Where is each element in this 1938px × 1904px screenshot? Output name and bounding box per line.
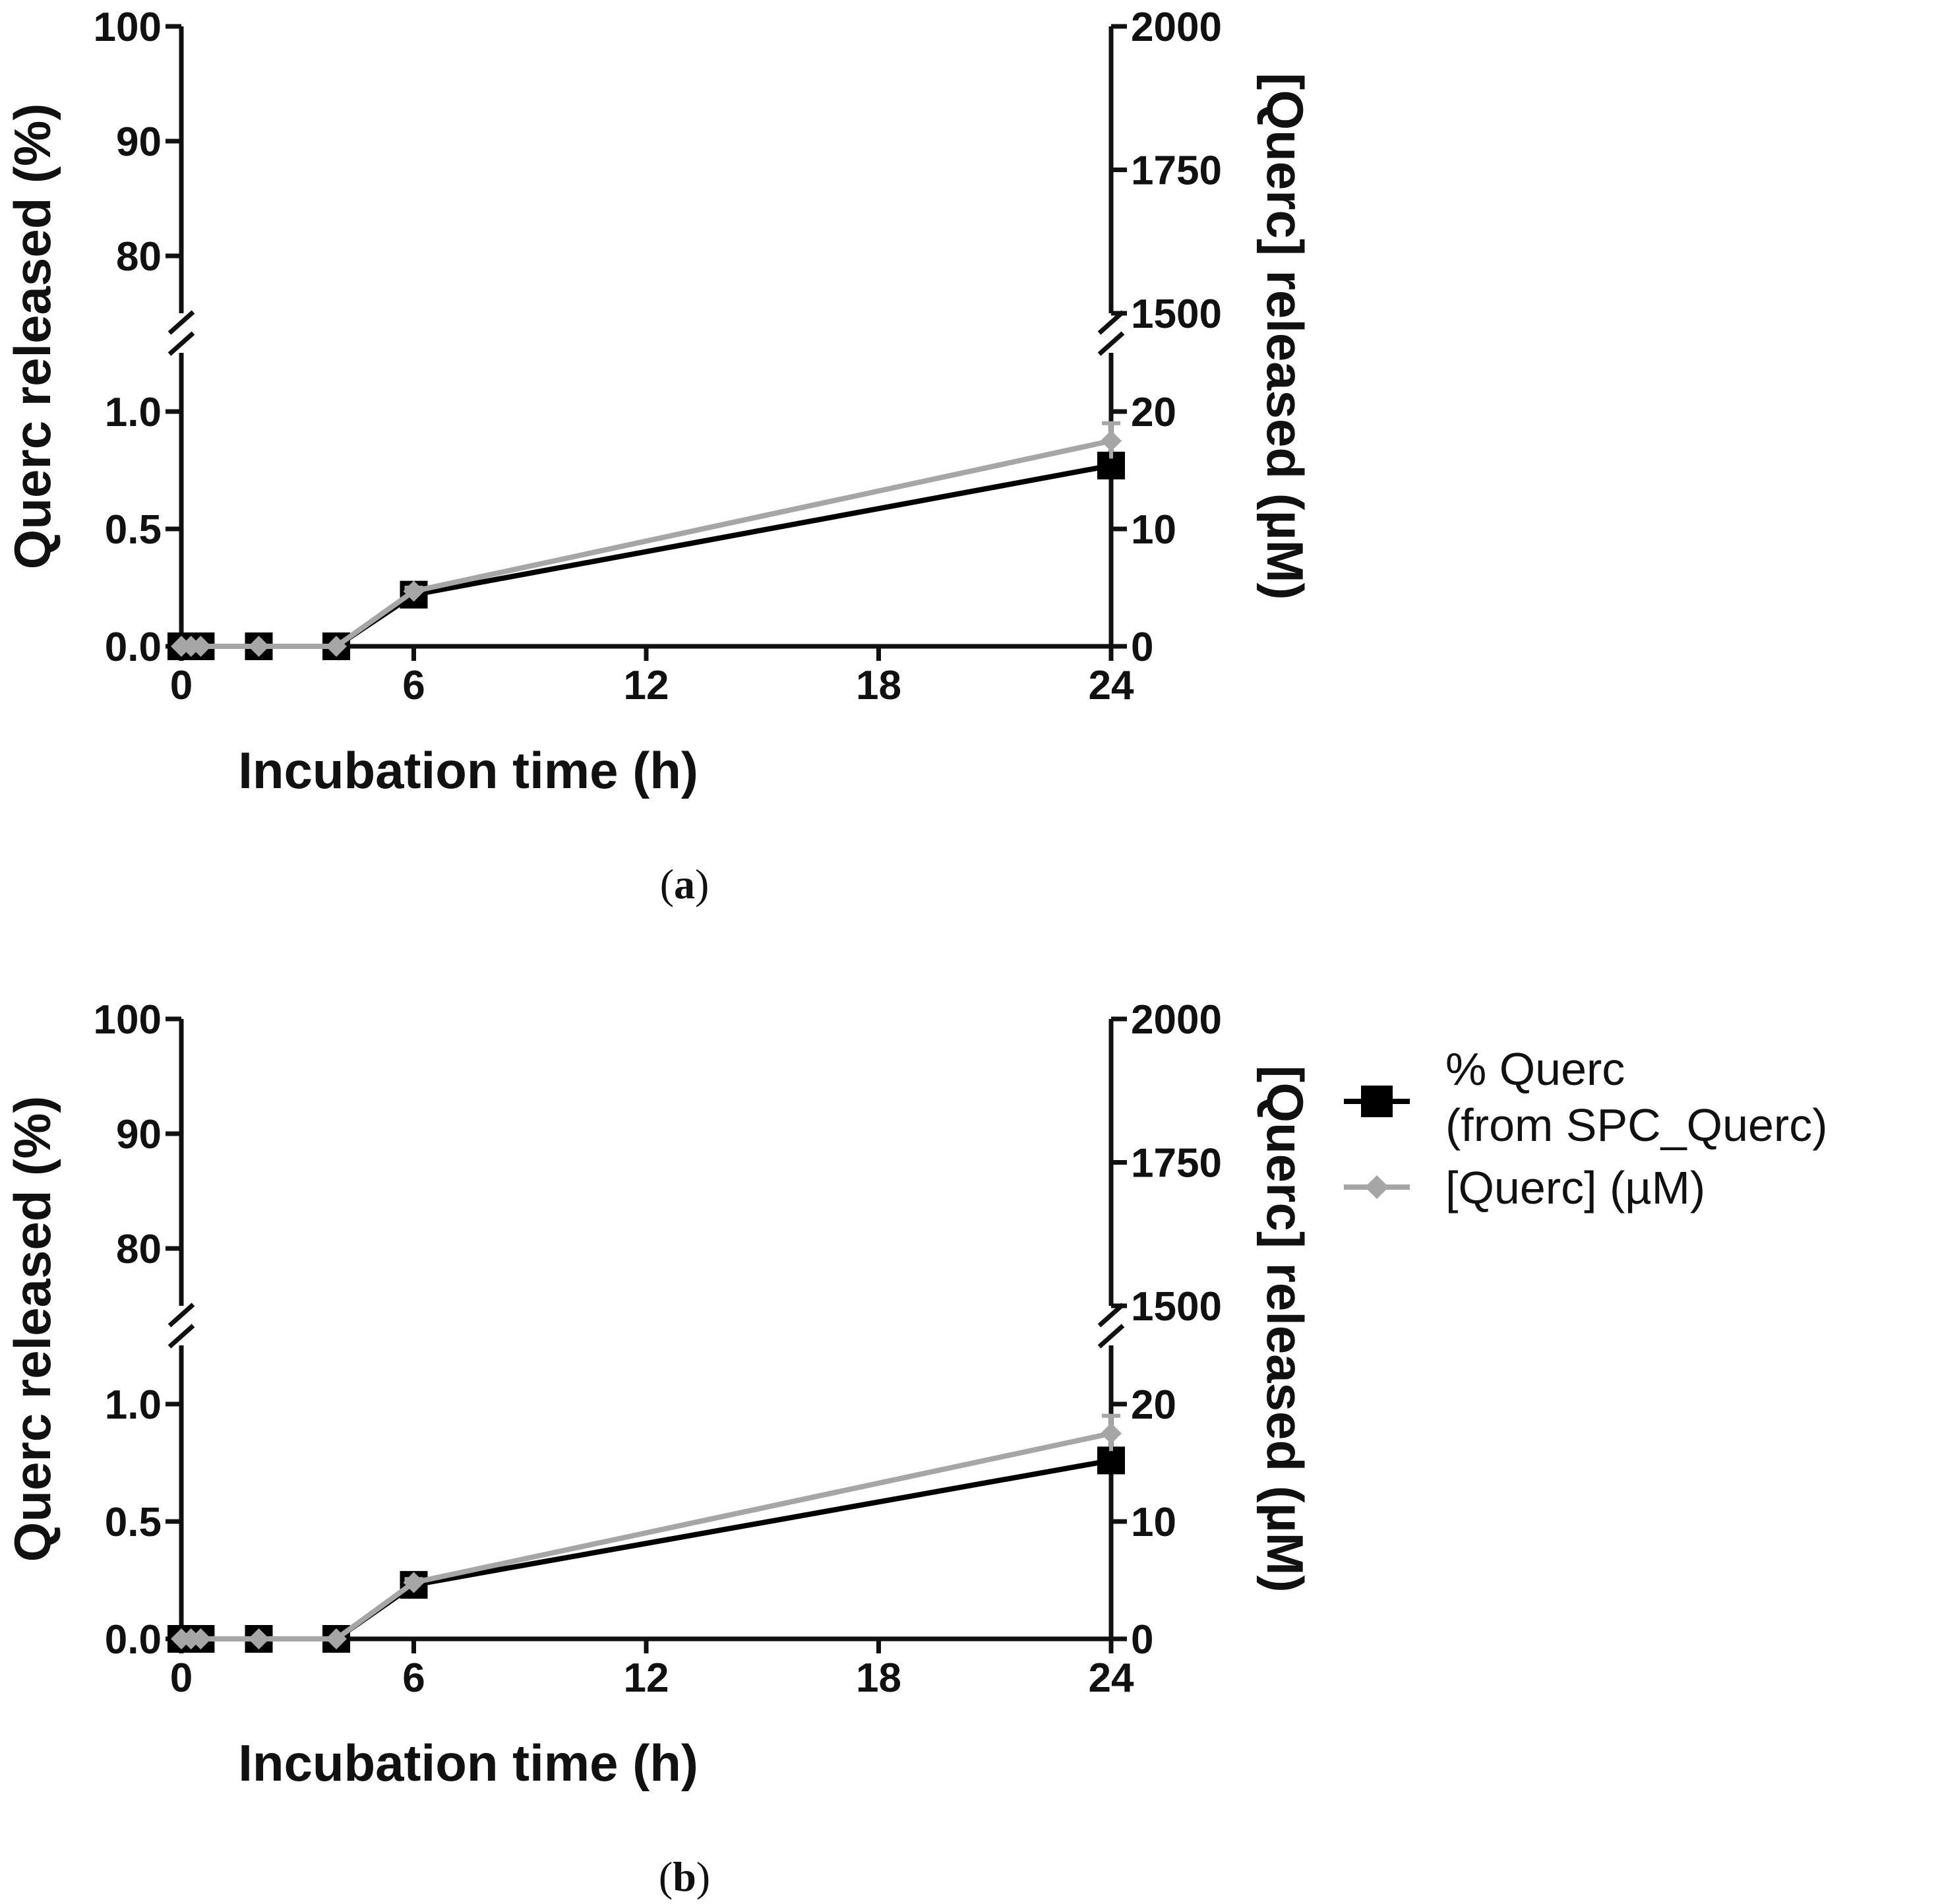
axis-break-left-top xyxy=(167,310,195,335)
y-left-tick-label: 90 xyxy=(116,119,162,165)
y-right-tick-label: 0 xyxy=(1131,1617,1153,1663)
legend-item-percent-querc: % Querc (from SPC_Querc) xyxy=(1344,1043,1828,1151)
y-right-tick-label: 2000 xyxy=(1131,5,1222,50)
y-left-tick-label: 80 xyxy=(116,234,162,280)
y-right-tick-label: 20 xyxy=(1131,1382,1176,1428)
y-right-tick-label: 20 xyxy=(1131,390,1176,435)
axis-break-left-bottom xyxy=(167,331,195,356)
y-right-tick-label: 10 xyxy=(1131,507,1176,553)
series-line-percent xyxy=(181,1458,1112,1642)
x-tick-label: 12 xyxy=(624,1655,669,1701)
data-point-conc xyxy=(326,636,347,657)
y-right-axis-title: [Querc] released (µM) xyxy=(1256,73,1314,599)
data-point-conc xyxy=(1101,430,1122,452)
data-point-percent xyxy=(1097,1446,1125,1475)
x-axis-title: Incubation time (h) xyxy=(238,741,698,799)
axis-break-right-bottom xyxy=(1097,1324,1125,1349)
chart-panel-a: 0.0 0.5 1.0 80 90 100 0 10 20 1500 1750 2000 0 6 12 18 2… xyxy=(3,5,1314,907)
x-tick-label: 24 xyxy=(1089,1655,1134,1701)
x-tick-label: 6 xyxy=(402,1655,425,1701)
legend-label-conc: [Querc] (µM) xyxy=(1445,1162,1705,1213)
y-left-tick-label: 0.5 xyxy=(105,1500,162,1545)
x-axis-title: Incubation time (h) xyxy=(238,1734,698,1792)
data-point-conc xyxy=(248,1628,270,1649)
legend-label-percent-line1: % Querc xyxy=(1445,1043,1625,1095)
x-tick-label: 24 xyxy=(1089,663,1134,708)
y-left-tick-label: 100 xyxy=(94,997,162,1043)
x-tick-label: 18 xyxy=(856,1655,901,1701)
data-point-conc xyxy=(326,1628,347,1649)
legend-label-percent-line2: (from SPC_Querc) xyxy=(1445,1099,1828,1151)
data-point-conc xyxy=(190,1628,212,1649)
x-tick-label: 6 xyxy=(402,663,425,708)
legend: % Querc (from SPC_Querc) [Querc] (µM) xyxy=(1344,1043,1828,1213)
chart-panel-b: 0.0 0.5 1.0 80 90 100 0 10 20 1500 1750 2000 0 6 12 18 2… xyxy=(3,997,1314,1900)
data-point-conc xyxy=(248,636,270,657)
panel-caption: (b) xyxy=(659,1853,710,1900)
y-right-tick-label: 2000 xyxy=(1131,997,1222,1043)
y-left-tick-label: 0.0 xyxy=(105,625,162,670)
panel-caption: (a) xyxy=(660,861,710,907)
x-tick-label: 0 xyxy=(170,1655,193,1701)
x-tick-label: 0 xyxy=(170,663,193,708)
data-point-conc xyxy=(403,580,425,602)
data-point-conc xyxy=(190,636,212,657)
x-tick-label: 12 xyxy=(624,663,669,708)
diamond-marker-icon xyxy=(1365,1175,1389,1199)
data-point-conc xyxy=(403,1572,425,1593)
y-left-tick-label: 1.0 xyxy=(105,1382,162,1428)
axis-break-right-bottom xyxy=(1097,331,1125,356)
axis-break-left-bottom xyxy=(167,1324,195,1349)
y-left-tick-label: 0.0 xyxy=(105,1617,162,1663)
x-tick-label: 18 xyxy=(856,663,901,708)
legend-item-querc-conc: [Querc] (µM) xyxy=(1344,1162,1705,1213)
y-left-tick-label: 80 xyxy=(116,1227,162,1272)
y-left-tick-label: 1.0 xyxy=(105,390,162,435)
axis-break-left-top xyxy=(167,1303,195,1328)
series-line-conc xyxy=(181,438,1112,649)
series-line-percent xyxy=(181,462,1112,649)
y-right-tick-label: 1500 xyxy=(1131,292,1222,337)
square-marker-icon xyxy=(1361,1086,1393,1117)
y-left-axis-title: Querc released (%) xyxy=(3,104,61,570)
y-right-tick-label: 10 xyxy=(1131,1500,1176,1545)
data-point-conc xyxy=(1101,1423,1122,1444)
y-left-tick-label: 100 xyxy=(94,5,162,50)
y-right-tick-label: 1500 xyxy=(1131,1284,1222,1330)
y-left-tick-label: 0.5 xyxy=(105,507,162,553)
y-right-tick-label: 1750 xyxy=(1131,1141,1222,1186)
y-right-axis-title: [Querc] released (µM) xyxy=(1256,1065,1314,1592)
y-left-axis-title: Querc released (%) xyxy=(3,1096,61,1562)
series-line-conc xyxy=(181,1430,1112,1642)
y-left-tick-label: 90 xyxy=(116,1112,162,1157)
y-right-tick-label: 0 xyxy=(1131,625,1153,670)
y-right-tick-label: 1750 xyxy=(1131,148,1222,194)
